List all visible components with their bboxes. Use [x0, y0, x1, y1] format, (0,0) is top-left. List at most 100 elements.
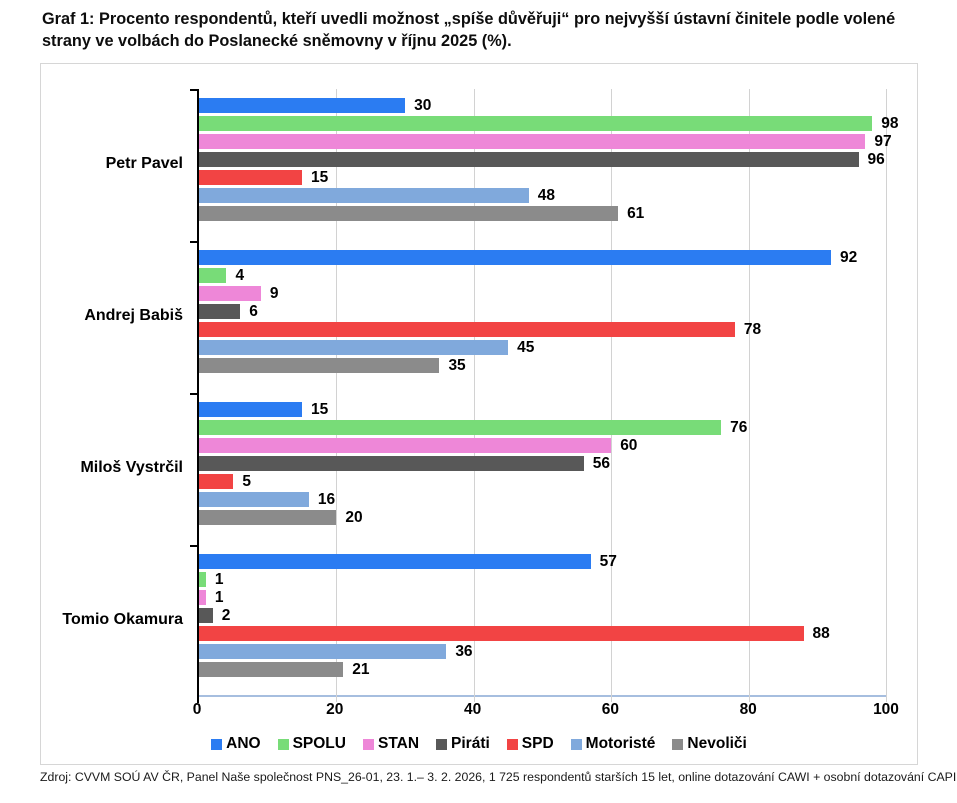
bar-spd	[199, 170, 303, 185]
bar-row: 98	[199, 116, 899, 131]
bar-row: 60	[199, 438, 886, 453]
bar-value-label: 20	[345, 509, 363, 526]
bar-row: 15	[199, 170, 886, 185]
bar-spolu	[199, 420, 722, 435]
bar-row: 36	[199, 644, 886, 659]
bar-value-label: 56	[592, 455, 610, 472]
legend-item-motoristé: Motoristé	[570, 735, 656, 753]
bar-value-label: 60	[620, 437, 638, 454]
bar-value-label: 21	[352, 661, 370, 678]
bar-nevoliči	[199, 510, 337, 525]
x-tick-label: 40	[463, 701, 482, 718]
source-note: Zdroj: CVVM SOÚ AV ČR, Panel Naše společ…	[40, 770, 957, 784]
x-tick-label: 80	[739, 701, 757, 718]
bar-value-label: 6	[249, 303, 258, 320]
legend-swatch-icon	[672, 738, 684, 750]
bar-value-label: 2	[221, 607, 231, 624]
bar-row: 15	[199, 402, 886, 417]
bar-piráti	[199, 456, 584, 471]
legend-label: Nevoliči	[687, 735, 747, 752]
bar-value-label: 15	[311, 401, 329, 418]
bar-row: 5	[199, 474, 886, 489]
bar-row: 16	[199, 492, 886, 507]
bar-value-label: 45	[517, 339, 535, 356]
category-label: Andrej Babiš	[84, 307, 183, 324]
bar-row: 45	[199, 340, 886, 355]
bar-row: 35	[199, 358, 886, 373]
y-axis-tick	[190, 393, 197, 395]
bar-piráti	[199, 608, 213, 623]
bar-value-label: 9	[269, 285, 279, 302]
bar-spd	[199, 322, 735, 337]
bar-row: 57	[199, 554, 886, 569]
bar-row: 6	[199, 304, 886, 319]
bar-motoristé	[199, 492, 309, 507]
bar-row: 21	[199, 662, 886, 677]
category-label: Petr Pavel	[105, 155, 183, 172]
chart-legend: ANO SPOLU STAN Piráti SPD Motoristé Nevoliči	[41, 735, 917, 753]
bar-value-label: 78	[743, 321, 762, 338]
bar-value-label: 36	[455, 643, 473, 660]
bar-row: 48	[199, 188, 886, 203]
bar-value-label: 61	[627, 205, 645, 222]
bar-value-label: 88	[812, 625, 830, 642]
y-axis-tick	[190, 545, 197, 547]
bar-stan	[199, 134, 866, 149]
bar-value-label: 97	[874, 133, 892, 150]
bar-stan	[199, 286, 261, 301]
legend-label: ANO	[226, 735, 261, 752]
bar-nevoliči	[199, 206, 619, 221]
legend-swatch-icon	[436, 738, 448, 750]
bar-row: 76	[199, 420, 886, 435]
bar-spd	[199, 626, 804, 641]
bar-row: 1	[199, 590, 886, 605]
bar-spolu	[199, 268, 227, 283]
bar-row: 96	[199, 152, 886, 167]
legend-item-spd: SPD	[506, 735, 554, 753]
y-axis-tick	[190, 241, 197, 243]
bar-row: 97	[199, 134, 892, 149]
legend-item-nevoliči: Nevoliči	[672, 735, 747, 753]
bar-motoristé	[199, 644, 447, 659]
bar-spolu	[199, 572, 206, 587]
bar-piráti	[199, 304, 241, 319]
gridline-20	[336, 89, 338, 702]
legend-item-piráti: Piráti	[436, 735, 490, 753]
bar-motoristé	[199, 340, 509, 355]
bar-value-label: 1	[214, 589, 224, 606]
bar-ano	[199, 98, 406, 113]
plot-area: 30 98 97 96 15 48 61 92 4 9 6 78 45 35 15 76 60 56 5 16 20 57…	[190, 89, 899, 703]
legend-label: SPD	[521, 735, 554, 752]
legend-swatch-icon	[362, 738, 374, 750]
bar-value-label: 76	[730, 419, 748, 436]
bar-value-label: 35	[448, 357, 466, 374]
bar-stan	[199, 438, 612, 453]
legend-label: STAN	[377, 735, 420, 752]
bar-value-label: 5	[242, 473, 251, 490]
category-label: Miloš Vystrčil	[80, 459, 183, 476]
gridline-100	[886, 89, 887, 702]
x-tick-label: 20	[326, 701, 344, 718]
legend-item-spolu: SPOLU	[277, 735, 346, 753]
bar-row: 92	[199, 250, 886, 265]
bar-ano	[199, 250, 832, 265]
bar-row: 9	[199, 286, 886, 301]
bar-row: 78	[199, 322, 886, 337]
chart-area: 30 98 97 96 15 48 61 92 4 9 6 78 45 35 15 76 60 56 5 16 20 57…	[40, 63, 918, 765]
bar-value-label: 1	[214, 571, 224, 588]
legend-swatch-icon	[506, 738, 518, 750]
legend-swatch-icon	[570, 738, 582, 750]
bar-row: 20	[199, 510, 886, 525]
y-axis-tick	[190, 89, 197, 91]
category-label: Tomio Okamura	[62, 611, 183, 628]
legend-label: Motoristé	[585, 735, 656, 752]
x-tick-label: 100	[873, 701, 899, 718]
legend-label: Piráti	[451, 735, 490, 752]
bar-value-label: 30	[414, 97, 432, 114]
bar-stan	[199, 590, 206, 605]
bar-row: 56	[199, 456, 886, 471]
x-axis-tick-labels: 0 20 40 60 80 100	[193, 701, 899, 723]
bar-value-label: 15	[311, 169, 329, 186]
legend-item-stan: STAN	[362, 735, 420, 753]
